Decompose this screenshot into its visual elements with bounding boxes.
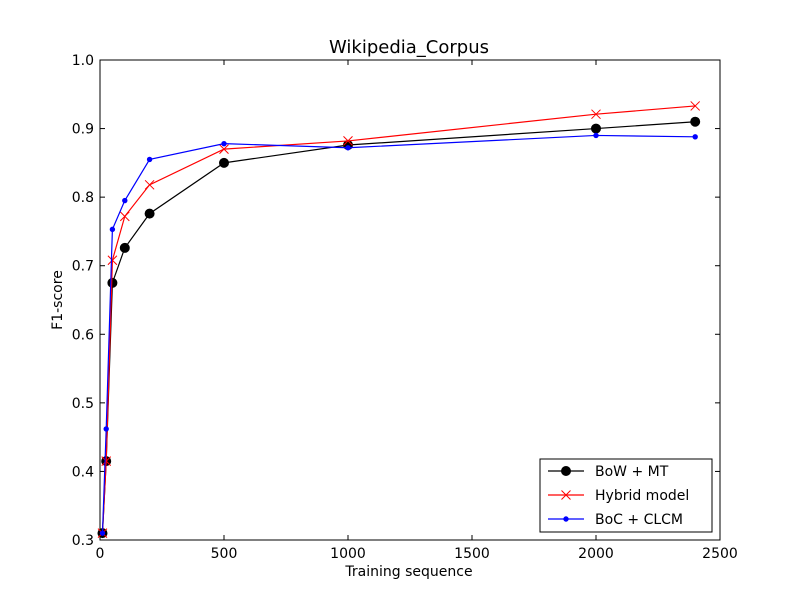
data-point-bow-mt (219, 157, 229, 168)
legend: BoW + MT Hybrid model BoC + CLCM (539, 458, 713, 533)
y-tick-label: 1.0 (72, 53, 94, 69)
data-point-hybrid-model (690, 101, 701, 111)
data-point-hybrid-model (343, 136, 353, 146)
legend-marker-bow-mt (561, 466, 571, 476)
y-tick-label: 0.7 (72, 259, 94, 275)
y-tick-label: 0.4 (72, 464, 94, 480)
data-point-bow-mt (107, 277, 118, 288)
data-point-bow-mt (690, 116, 701, 127)
data-point-boc-clcm (593, 132, 599, 139)
data-point-boc-clcm (103, 426, 109, 432)
y-tick-label: 0.6 (72, 327, 94, 343)
data-point-bow-mt (144, 208, 155, 219)
data-point-hybrid-model (144, 179, 155, 190)
data-point-hybrid-model (101, 456, 112, 466)
data-point-bow-mt (119, 242, 130, 253)
x-tick-label: 2000 (578, 546, 614, 562)
plot-area: 0 500 1000 1500 2000 2500 0.3 0.4 0.5 0.6 0.7 0.8 0.… (72, 53, 738, 562)
legend-marker-boc-clcm (563, 516, 569, 522)
data-point-boc-clcm (692, 134, 698, 140)
data-point-hybrid-model (119, 211, 130, 222)
plot-frame (99, 59, 721, 541)
y-tick-label: 0.8 (72, 190, 94, 206)
data-point-bow-mt (591, 123, 601, 134)
data-point-boc-clcm (99, 530, 106, 536)
chart-title: Wikipedia_Corpus (329, 37, 489, 58)
legend-label-boc-clcm: BoC + CLCM (595, 512, 683, 528)
data-point-boc-clcm (345, 145, 351, 151)
x-tick-label: 1500 (454, 546, 490, 562)
x-tick-label: 2500 (702, 546, 738, 562)
data-point-boc-clcm (122, 197, 128, 204)
data-point-hybrid-model (591, 109, 601, 120)
data-point-hybrid-model (219, 144, 229, 154)
y-tick-label: 0.9 (72, 122, 94, 138)
y-axis-label: F1-score (50, 270, 66, 330)
data-point-boc-clcm (109, 226, 116, 233)
data-point-hybrid-model (107, 255, 118, 266)
y-tick-label: 0.3 (72, 533, 94, 549)
legend-label-bow-mt: BoW + MT (595, 464, 669, 480)
data-point-boc-clcm (146, 156, 153, 163)
legend-marker-hybrid-model (561, 490, 571, 500)
x-tick-label: 0 (96, 546, 105, 562)
data-point-boc-clcm (221, 140, 227, 147)
legend-label-hybrid-model: Hybrid model (595, 488, 689, 504)
y-tick-label: 0.5 (72, 396, 94, 412)
x-tick-label: 500 (211, 546, 238, 562)
x-tick-label: 1000 (330, 546, 366, 562)
x-axis-label: Training sequence (344, 564, 472, 580)
